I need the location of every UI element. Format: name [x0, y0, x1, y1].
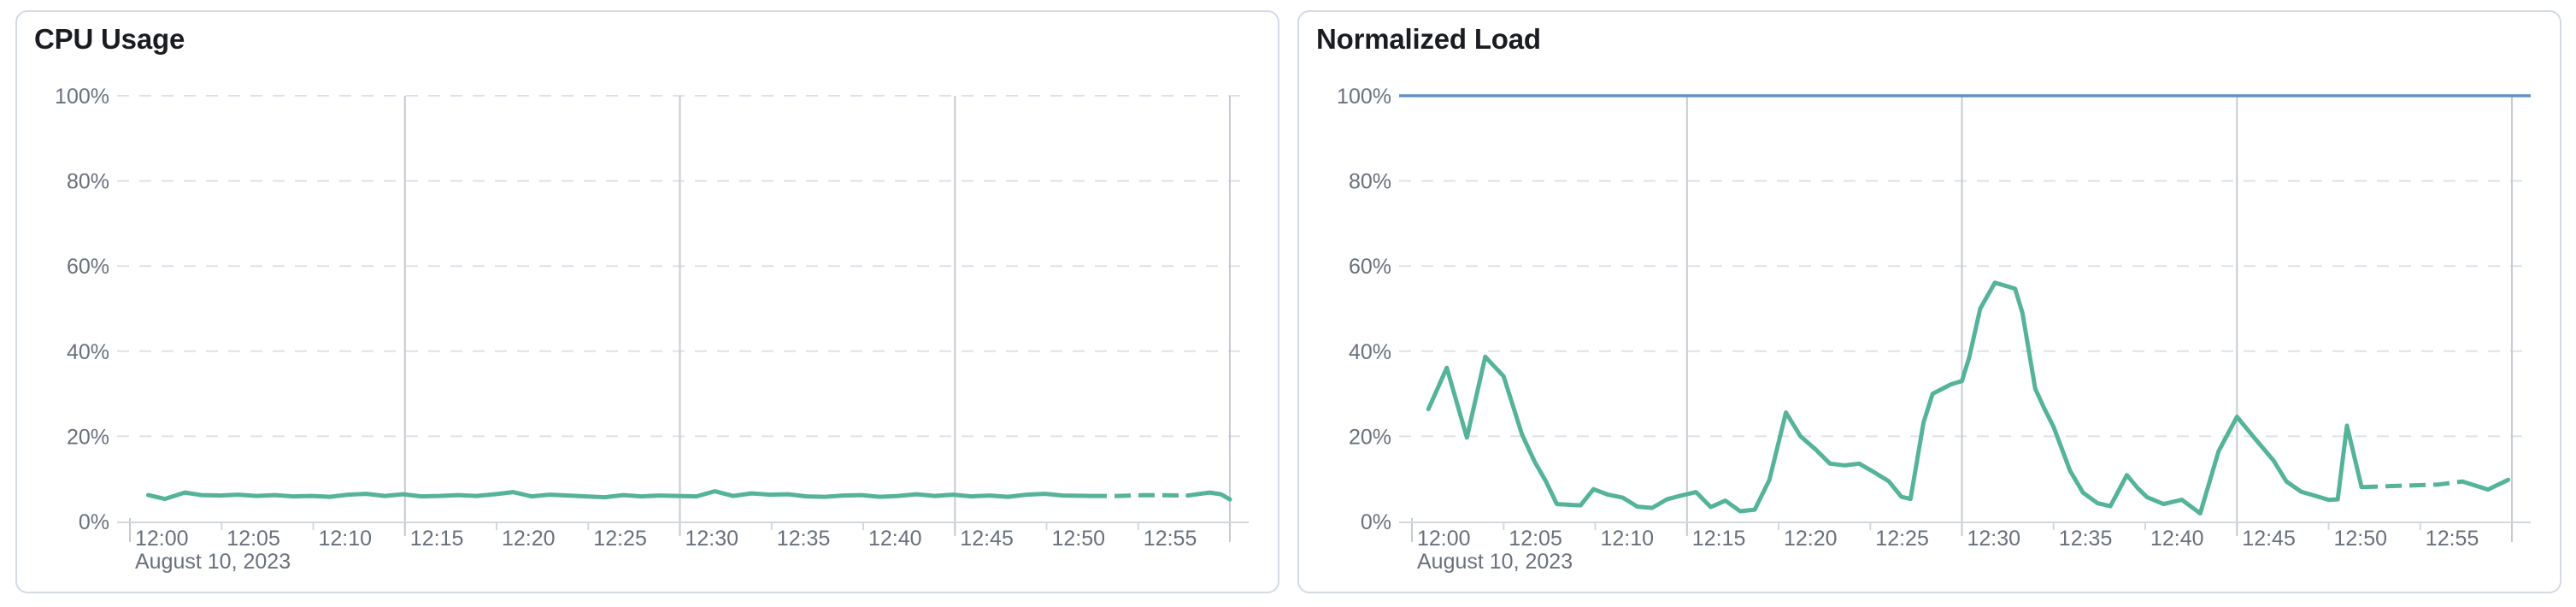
x-axis-tick-label: 12:25: [593, 527, 647, 551]
x-axis-tick-label: 12:15: [1692, 527, 1746, 551]
cpu-usage-series-line: [1185, 490, 1232, 502]
y-axis-tick-label: 80%: [1349, 170, 1391, 194]
y-axis-tick-label: 40%: [67, 340, 109, 364]
cpu-usage-panel: CPU Usage 0% 20% 40% 60% 80% 100% 12:00 12:05 12…: [15, 10, 1279, 593]
x-axis-tick-label: 12:00: [1417, 527, 1471, 551]
x-axis-tick-label: 12:55: [1144, 527, 1197, 551]
x-axis-tick-label: 12:30: [685, 527, 739, 551]
y-axis-tick-label: 20%: [1349, 425, 1391, 449]
cpu-usage-chart[interactable]: 0% 20% 40% 60% 80% 100% 12:00 12:05 12:10 12:15 12…: [17, 12, 1281, 595]
x-axis-tick-label: 12:40: [868, 527, 922, 551]
x-axis-tick-label: 12:50: [2334, 527, 2388, 551]
y-axis-tick-label: 20%: [67, 425, 109, 449]
x-axis-tick-label: 12:45: [2242, 527, 2296, 551]
x-axis-tick-label: 12:05: [226, 527, 280, 551]
normalized-load-chart[interactable]: 0% 20% 40% 60% 80% 100% 12:00 12:05 12:10 12:15 12…: [1299, 12, 2563, 595]
y-axis-tick-label: 0%: [1361, 510, 1391, 534]
y-axis-tick-label: 100%: [55, 85, 109, 109]
y-axis-tick-label: 100%: [1337, 85, 1391, 109]
y-axis-tick-label: 60%: [1349, 255, 1391, 279]
page-title: CPU Usage: [34, 23, 185, 55]
x-axis-tick-label: 12:30: [1967, 527, 2021, 551]
page-title: Normalized Load: [1316, 23, 1541, 55]
x-axis-tick-label: 12:20: [502, 527, 556, 551]
x-axis-date-label: August 10, 2023: [135, 550, 291, 574]
normalized-load-panel: Normalized Load 0% 20% 40% 60% 80% 100% 12:00 1…: [1297, 10, 2561, 593]
x-axis-tick-label: 12:45: [960, 527, 1014, 551]
x-axis-tick-label: 12:50: [1052, 527, 1106, 551]
x-axis-tick-label: 12:10: [1601, 527, 1655, 551]
x-axis-tick-label: 12:40: [2150, 527, 2204, 551]
y-axis-tick-label: 40%: [1349, 340, 1391, 364]
x-axis-tick-label: 12:35: [777, 527, 831, 551]
x-axis-tick-label: 12:25: [1875, 527, 1929, 551]
y-axis-tick-label: 60%: [67, 255, 109, 279]
x-axis-tick-label: 12:35: [2059, 527, 2113, 551]
x-axis-tick-label: 12:55: [2426, 527, 2479, 551]
x-axis-tick-label: 12:05: [1509, 527, 1562, 551]
x-axis-tick-label: 12:10: [319, 527, 373, 551]
x-axis-tick-label: 12:15: [410, 527, 464, 551]
normalized-load-series-line: [2460, 477, 2511, 492]
cpu-usage-series-line: [145, 489, 1093, 502]
x-axis-tick-label: 12:00: [135, 527, 189, 551]
y-axis-tick-label: 80%: [67, 170, 109, 194]
cpu-usage-series-line-dashed: [1091, 492, 1188, 498]
y-axis-tick-label: 0%: [79, 510, 109, 534]
x-axis-tick-label: 12:20: [1784, 527, 1838, 551]
normalized-load-series-line-dashed: [2361, 479, 2463, 490]
normalized-load-series-line: [1426, 280, 2364, 516]
x-axis-date-label: August 10, 2023: [1417, 550, 1573, 574]
